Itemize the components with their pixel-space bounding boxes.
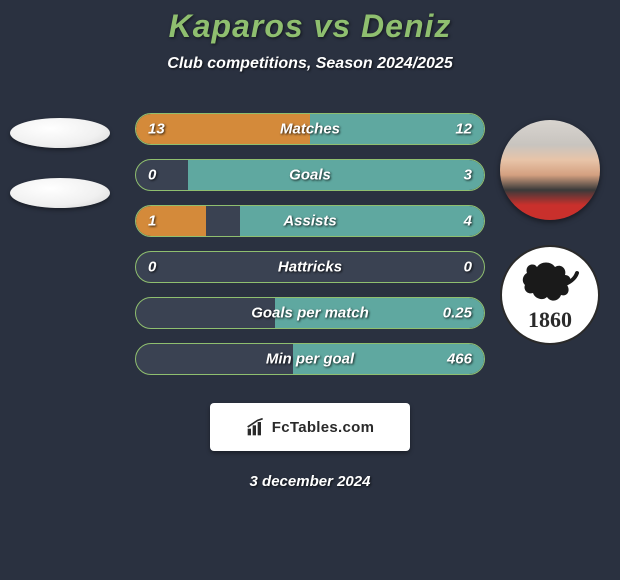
stats-list: 13Matches120Goals31Assists40Hattricks0Go…	[135, 113, 485, 375]
stat-value-right: 4	[464, 213, 472, 230]
stat-row: 1Assists4	[135, 205, 485, 237]
page-title: Kaparos vs Deniz	[0, 8, 620, 45]
stat-row: Goals per match0.25	[135, 297, 485, 329]
crest-year: 1860	[502, 307, 598, 333]
stat-label: Goals	[136, 167, 484, 184]
brand-text: FcTables.com	[272, 419, 375, 436]
stat-label: Hattricks	[136, 259, 484, 276]
stat-label: Assists	[136, 213, 484, 230]
stat-value-right: 12	[455, 121, 472, 138]
left-avatars	[10, 118, 110, 208]
subtitle: Club competitions, Season 2024/2025	[0, 55, 620, 73]
stat-value-right: 3	[464, 167, 472, 184]
stat-row: 13Matches12	[135, 113, 485, 145]
club-placeholder-icon	[10, 178, 110, 208]
chart-icon	[246, 417, 266, 437]
stat-value-right: 0	[464, 259, 472, 276]
lion-icon	[515, 255, 585, 310]
brand-badge[interactable]: FcTables.com	[210, 403, 410, 451]
stat-label: Matches	[136, 121, 484, 138]
right-avatars: 1860	[500, 120, 600, 345]
player-placeholder-icon	[10, 118, 110, 148]
stat-label: Goals per match	[136, 305, 484, 322]
stat-value-right: 466	[447, 351, 472, 368]
stat-row: 0Hattricks0	[135, 251, 485, 283]
club-crest: 1860	[500, 245, 600, 345]
stat-value-right: 0.25	[443, 305, 472, 322]
stat-label: Min per goal	[136, 351, 484, 368]
player-photo	[500, 120, 600, 220]
stat-row: 0Goals3	[135, 159, 485, 191]
stat-row: Min per goal466	[135, 343, 485, 375]
date-text: 3 december 2024	[0, 473, 620, 490]
